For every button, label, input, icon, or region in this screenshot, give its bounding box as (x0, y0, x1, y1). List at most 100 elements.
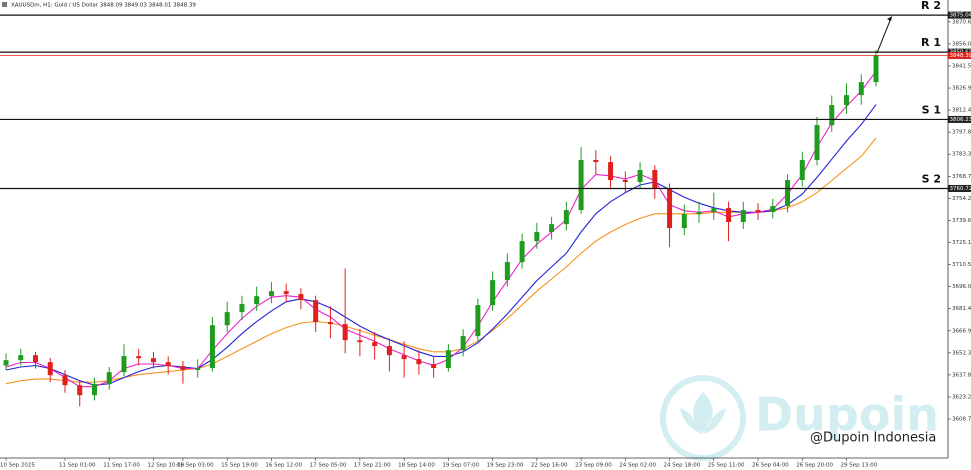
candle-body (283, 291, 289, 295)
y-tick-label: 3870.60 (952, 19, 971, 25)
y-tick-label: 3666.90 (952, 328, 971, 334)
candle-body (386, 346, 392, 356)
x-tick-label: 17 Sep 21:00 (354, 463, 391, 469)
candle-body (873, 55, 879, 83)
candle-body (150, 358, 156, 363)
candle-body (298, 294, 304, 301)
y-tick-label: 3812.40 (952, 108, 971, 114)
candle-body (165, 362, 171, 367)
candle-body (534, 232, 540, 242)
candle-body (180, 366, 186, 371)
candle-body (726, 208, 732, 223)
level-tag: 3760.72 (950, 186, 971, 192)
y-tick-label: 3856.05 (952, 41, 971, 47)
x-tick-label: 11 Sep 17:00 (103, 463, 140, 469)
candle-body (608, 162, 614, 181)
x-tick-label: 22 Sep 16:00 (531, 463, 568, 469)
candle-body (740, 210, 746, 223)
price-tag: 3848.39 (950, 53, 971, 59)
y-tick-label: 3652.35 (952, 350, 971, 356)
candle-body (401, 355, 407, 360)
candle-body (372, 342, 378, 347)
level-tag: 3875.04 (950, 13, 971, 19)
y-tick-label: 3681.45 (952, 306, 971, 312)
candle-body (342, 324, 348, 341)
x-tick-label: 29 Sep 13:00 (841, 463, 878, 469)
level-tag: 3806.23 (950, 117, 971, 123)
candle-body (224, 312, 230, 326)
candle-body (711, 208, 717, 213)
candle-body (268, 291, 274, 297)
candle-body (681, 214, 687, 229)
y-tick-label: 3710.55 (952, 262, 971, 268)
level-label: S 1 (922, 103, 941, 116)
candle-body (62, 375, 68, 386)
candle-body (431, 364, 437, 369)
x-tick-label: 26 Sep 04:00 (752, 463, 789, 469)
x-tick-label: 25 Sep 11:00 (708, 463, 745, 469)
y-tick-label: 3623.25 (952, 394, 971, 400)
y-tick-label: 3739.65 (952, 218, 971, 224)
target-arrow (876, 17, 892, 54)
candle-body (504, 262, 510, 281)
candle-body (858, 82, 864, 96)
x-tick-label: 18 Sep 14:00 (398, 463, 435, 469)
candle-body (77, 385, 83, 396)
x-tick-label: 15 Sep 03:00 (177, 463, 214, 469)
y-tick-label: 3637.80 (952, 372, 971, 378)
level-tag-box (948, 184, 971, 192)
y-tick-label: 3725.10 (952, 240, 971, 246)
candle-body (593, 159, 599, 163)
candle-body (91, 384, 97, 396)
candle-body (563, 210, 569, 225)
candle-body (490, 280, 496, 306)
candle-body (652, 170, 658, 189)
candle-body (18, 355, 24, 361)
y-tick-label: 3783.30 (952, 152, 971, 158)
y-tick-label: 3826.95 (952, 86, 971, 92)
x-tick-label: 23 Sep 09:00 (575, 463, 612, 469)
candle-body (578, 159, 584, 211)
level-tag-box (948, 11, 971, 19)
x-tick-label: 15 Sep 19:00 (221, 463, 258, 469)
x-tick-label: 19 Sep 23:00 (487, 463, 524, 469)
candle-body (549, 224, 555, 233)
price-tag-box (948, 52, 971, 60)
x-tick-label: 16 Sep 12:00 (265, 463, 302, 469)
candle-body (357, 340, 363, 343)
candle-body (121, 356, 127, 373)
level-label: R 1 (921, 36, 941, 49)
candle-body (106, 372, 112, 385)
credit: @Dupoin Indonesia (810, 431, 936, 446)
candle-body (844, 95, 850, 106)
x-tick-label: 26 Sep 20:00 (796, 463, 833, 469)
candle-body (327, 322, 333, 325)
x-tick-label: 24 Sep 18:00 (664, 463, 701, 469)
candle-body (32, 355, 38, 363)
candle-body (47, 362, 53, 376)
x-tick-label: 19 Sep 07:00 (442, 463, 479, 469)
candle-body (667, 188, 673, 229)
candle-body (814, 125, 820, 160)
candle-body (622, 180, 628, 182)
candle-body (696, 212, 702, 215)
watermark: Dupoin (755, 388, 939, 442)
candle-body (209, 325, 215, 369)
x-tick-label: 11 Sep 01:00 (59, 463, 96, 469)
y-tick-label: 3754.20 (952, 196, 971, 202)
y-tick-label: 3768.75 (952, 174, 971, 180)
header: XAUUSDm, H1: Gold / US Dollar 3848.09 38… (11, 3, 196, 9)
candle-body (475, 305, 481, 337)
y-tick-label: 3797.85 (952, 130, 971, 136)
target-arrowhead (887, 16, 892, 22)
candle-body (519, 241, 525, 263)
x-tick-label: 24 Sep 02:00 (619, 463, 656, 469)
candle-body (799, 159, 805, 181)
candle-body (195, 368, 201, 371)
symbol-icon (2, 2, 7, 7)
x-tick-label: 17 Sep 05:00 (310, 463, 347, 469)
level-label: S 2 (922, 172, 941, 185)
candle-body (445, 350, 451, 369)
